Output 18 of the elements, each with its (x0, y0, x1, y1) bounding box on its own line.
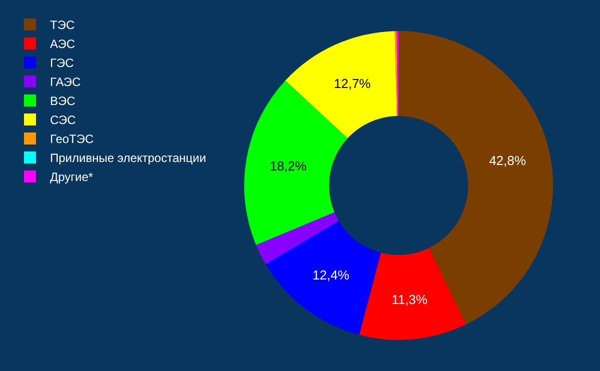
donut-slice (285, 31, 397, 138)
donut-slice (359, 248, 466, 340)
legend-label: ГЭС (50, 56, 74, 70)
legend-label: АЭС (50, 37, 76, 52)
legend-label: Приливные электростанции (50, 151, 206, 166)
data-label: 12,7% (334, 76, 372, 91)
donut-slice (256, 212, 339, 264)
legend-label: ГеоТЭС (50, 132, 94, 146)
data-label: 11,3% (392, 292, 428, 308)
legend-label: ВЭС (50, 94, 76, 108)
legend-label: СЭС (50, 113, 76, 128)
legend-label: Другие* (50, 170, 94, 184)
legend-label: ТЭС (50, 18, 75, 32)
data-label: 18,2% (270, 158, 308, 174)
data-label: 12,4% (312, 267, 350, 282)
donut-slice (266, 220, 381, 335)
legend-label: ГАЭС (50, 75, 82, 90)
data-label: 42,8% (489, 152, 526, 168)
